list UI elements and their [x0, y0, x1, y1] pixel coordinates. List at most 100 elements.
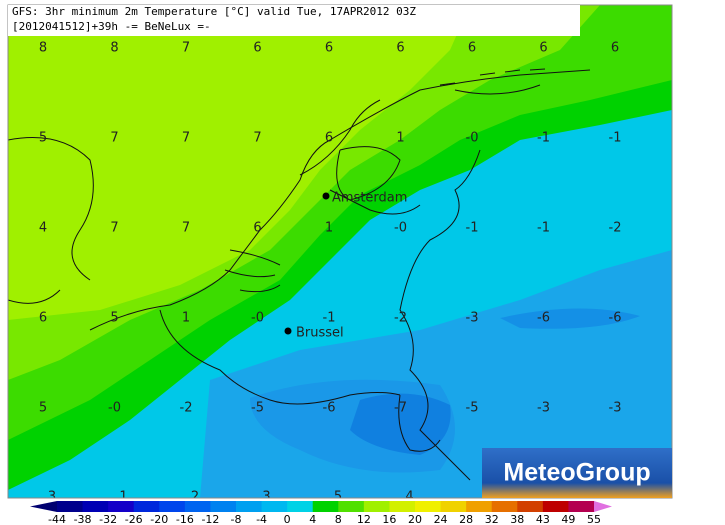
field-blue-dark [500, 308, 640, 329]
colorbar-label: 8 [335, 513, 342, 525]
grid-value: -1 [466, 221, 479, 236]
city-dot [284, 327, 292, 335]
colorbar-label: 12 [357, 513, 371, 525]
coastline [329, 146, 421, 215]
grid-value: 7 [182, 221, 190, 236]
colorbar-label: 28 [459, 513, 473, 525]
colorbar-segment [57, 501, 84, 512]
title-line: GFS: 3hr minimum 2m Temperature [°C] val… [12, 5, 416, 18]
grid-value: -3 [466, 311, 479, 326]
colorbar-segment [542, 501, 569, 512]
colorbar-arrow [594, 501, 612, 512]
grid-value: -5 [251, 401, 264, 416]
city-label: Amsterdam [332, 191, 407, 206]
colorbar-arrow [30, 501, 57, 512]
colorbar-segment [517, 501, 544, 512]
colorbar-segment [312, 501, 339, 512]
colorbar-segment [415, 501, 442, 512]
grid-value: 2 [191, 490, 199, 505]
colorbar-label: -26 [125, 513, 143, 525]
grid-value: -2 [180, 401, 193, 416]
colorbar-label: 43 [536, 513, 550, 525]
colorbar-segment [159, 501, 186, 512]
grid-value: 4 [405, 490, 413, 505]
grid-value: 6 [325, 131, 333, 146]
colorbar-segment [440, 501, 467, 512]
grid-value: -7 [394, 401, 407, 416]
grid-value: 3 [48, 490, 56, 505]
field-yellowgreen-light [8, 5, 470, 320]
grid-values: 8 8 7 6 6 6 6 6 6 5 7 7 7 6 1 -0 -1 -1 4 7 7 6 1 -0 -1 -1 -2 6 5 1 -0 -… [39, 41, 622, 505]
coastline [439, 68, 546, 95]
colorbar-label: -8 [231, 513, 242, 525]
grid-value: 1 [325, 221, 333, 236]
grid-value: -1 [537, 131, 550, 146]
colorbar-label: 24 [434, 513, 448, 525]
colorbar-label: -12 [201, 513, 219, 525]
colorbar-segment [466, 501, 493, 512]
colorbar-label: 38 [510, 513, 524, 525]
colorbar-segment [389, 501, 416, 512]
colorbar: -44 -38 -32 -26 -20 -16 -12 -8 -4 0 4 8 12 16 20 24 28 32… [30, 501, 612, 525]
colorbar-label: 0 [284, 513, 291, 525]
grid-value: -1 [537, 221, 550, 236]
colorbar-label: 4 [309, 513, 316, 525]
colorbar-label: -20 [150, 513, 168, 525]
grid-value: 8 [110, 41, 118, 56]
colorbar-label: 55 [587, 513, 601, 525]
colorbar-label: -44 [48, 513, 66, 525]
colorbar-label: 20 [408, 513, 422, 525]
grid-value: -0 [466, 131, 479, 146]
grid-value: 1 [396, 131, 404, 146]
grid-value: 5 [110, 311, 118, 326]
logo-box [482, 448, 672, 498]
grid-value: -6 [537, 311, 550, 326]
grid-value: 3 [262, 490, 270, 505]
colorbar-label: -4 [256, 513, 267, 525]
title-box [8, 5, 580, 36]
logo: MeteoGroup [503, 459, 650, 487]
grid-value: 5 [39, 131, 47, 146]
grid-value: -3 [609, 401, 622, 416]
grid-value: 1 [182, 311, 190, 326]
grid-value: 5 [39, 401, 47, 416]
colorbar-label: 49 [561, 513, 575, 525]
grid-value: 6 [611, 41, 619, 56]
grid-value: -0 [108, 401, 121, 416]
colorbar-segment [363, 501, 390, 512]
colorbar-segment [287, 501, 314, 512]
colorbar-segment [236, 501, 263, 512]
coastline [8, 69, 591, 331]
coastline [224, 249, 281, 293]
grid-value: -2 [394, 311, 407, 326]
map: 8 8 7 6 6 6 6 6 6 5 7 7 7 6 1 -0 -1 -1 4 7 7 6 1 -0 -1 -1 -2 6 5 1 -0 -… [8, 5, 672, 505]
grid-value: 4 [39, 221, 47, 236]
title-line: [2012041512]+39h -= BeNeLux =- [12, 20, 211, 33]
grid-value: -3 [537, 401, 550, 416]
colorbar-label: 32 [485, 513, 499, 525]
grid-value: 6 [253, 41, 261, 56]
grid-value: 7 [253, 131, 261, 146]
grid-value: 6 [396, 41, 404, 56]
grid-value: 6 [539, 41, 547, 56]
colorbar-segment [491, 501, 518, 512]
city-label: Brussel [296, 326, 344, 341]
grid-value: 6 [468, 41, 476, 56]
colorbar-segment [568, 501, 595, 512]
grid-value: -2 [609, 221, 622, 236]
colorbar-label: -16 [176, 513, 194, 525]
colorbar-segment [108, 501, 135, 512]
colorbar-segment [210, 501, 237, 512]
grid-value: -1 [323, 311, 336, 326]
grid-value: 5 [334, 490, 342, 505]
colorbar-segment [261, 501, 288, 512]
grid-value: 7 [182, 41, 190, 56]
border [159, 99, 481, 481]
grid-value: -6 [609, 311, 622, 326]
grid-value: -0 [251, 311, 264, 326]
grid-value: 8 [39, 41, 47, 56]
grid-value: -0 [394, 221, 407, 236]
colorbar-segment [338, 501, 365, 512]
colorbar-segment [133, 501, 160, 512]
